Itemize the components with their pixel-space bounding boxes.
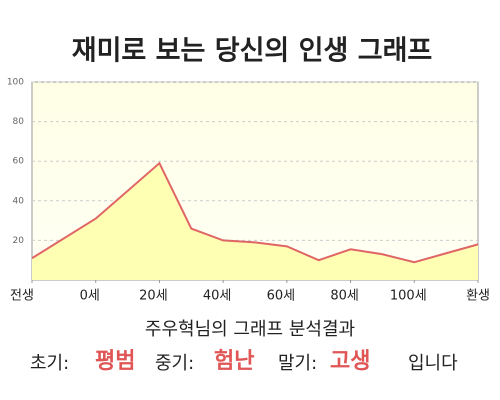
result: 험난: [214, 348, 254, 374]
line: [31, 161, 479, 264]
y-tick-label: 40: [13, 196, 25, 206]
x-tick-label: 20세: [139, 289, 168, 304]
label: 말기:: [278, 353, 317, 374]
label: 입니다: [408, 353, 458, 374]
y-tick-label: 80: [13, 117, 25, 127]
x-tick-label: 40세: [203, 289, 232, 304]
label: 중기:: [155, 353, 194, 374]
area: [32, 163, 478, 280]
x-tick-label: 80세: [330, 289, 359, 304]
x-tick-label: 전생: [10, 289, 34, 304]
x-tick-label: 환생: [466, 289, 490, 304]
y-tick-label: 100: [7, 78, 24, 88]
x-tick-label: 60세: [267, 289, 296, 304]
y-tick-label: 20: [13, 236, 25, 246]
subtitle: 주우혁님의 그래프 분석결과: [145, 319, 355, 340]
chart-title: 재미로 보는 당신의 인생 그래프: [72, 36, 433, 67]
x-tick-label: 0세: [80, 289, 100, 304]
y-tick-label: 60: [13, 157, 25, 167]
result: 평범: [95, 349, 135, 374]
x-tick-label: 100세: [390, 289, 427, 304]
result: 고생: [330, 349, 370, 374]
label: 초기:: [30, 353, 69, 374]
